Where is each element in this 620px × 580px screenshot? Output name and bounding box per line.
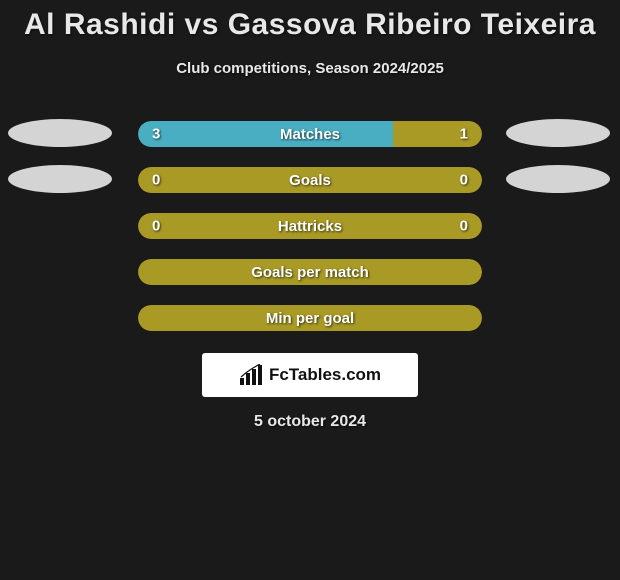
stat-row: Hattricks0 0 (0, 203, 620, 249)
stat-row: Matches3 1 (0, 111, 620, 157)
stat-bar: Goals per match (138, 259, 482, 285)
stat-bar: Hattricks0 0 (138, 213, 482, 239)
stat-label: Goals (138, 172, 482, 189)
player-left-marker (8, 119, 112, 147)
player-right-marker (506, 119, 610, 147)
stat-label: Goals per match (138, 264, 482, 281)
footer-date: 5 october 2024 (0, 413, 620, 431)
player-left-marker (8, 165, 112, 193)
stat-value-left: 0 (152, 172, 160, 189)
stat-bar: Matches3 1 (138, 121, 482, 147)
brand-text: FcTables.com (269, 365, 381, 385)
stat-value-left: 3 (152, 126, 160, 143)
page-subtitle: Club competitions, Season 2024/2025 (0, 60, 620, 77)
infographic-container: Al Rashidi vs Gassova Ribeiro Teixeira C… (0, 0, 620, 431)
stat-value-left: 0 (152, 218, 160, 235)
stat-value-right: 0 (460, 172, 468, 189)
stat-value-right: 0 (460, 218, 468, 235)
stat-rows: Matches31Goals00Hattricks00Goals per mat… (0, 111, 620, 341)
brand-box[interactable]: FcTables.com (202, 353, 418, 397)
stat-row: Goals per match (0, 249, 620, 295)
stat-row: Goals0 0 (0, 157, 620, 203)
stat-label: Hattricks (138, 218, 482, 235)
stat-row: Min per goal (0, 295, 620, 341)
stat-label: Matches (138, 126, 482, 143)
stat-value-right: 1 (460, 126, 468, 143)
stat-label: Min per goal (138, 310, 482, 327)
stat-bar: Goals0 0 (138, 167, 482, 193)
player-right-marker (506, 165, 610, 193)
page-title: Al Rashidi vs Gassova Ribeiro Teixeira (0, 8, 620, 42)
bar-chart-icon (239, 364, 265, 386)
stat-bar: Min per goal (138, 305, 482, 331)
